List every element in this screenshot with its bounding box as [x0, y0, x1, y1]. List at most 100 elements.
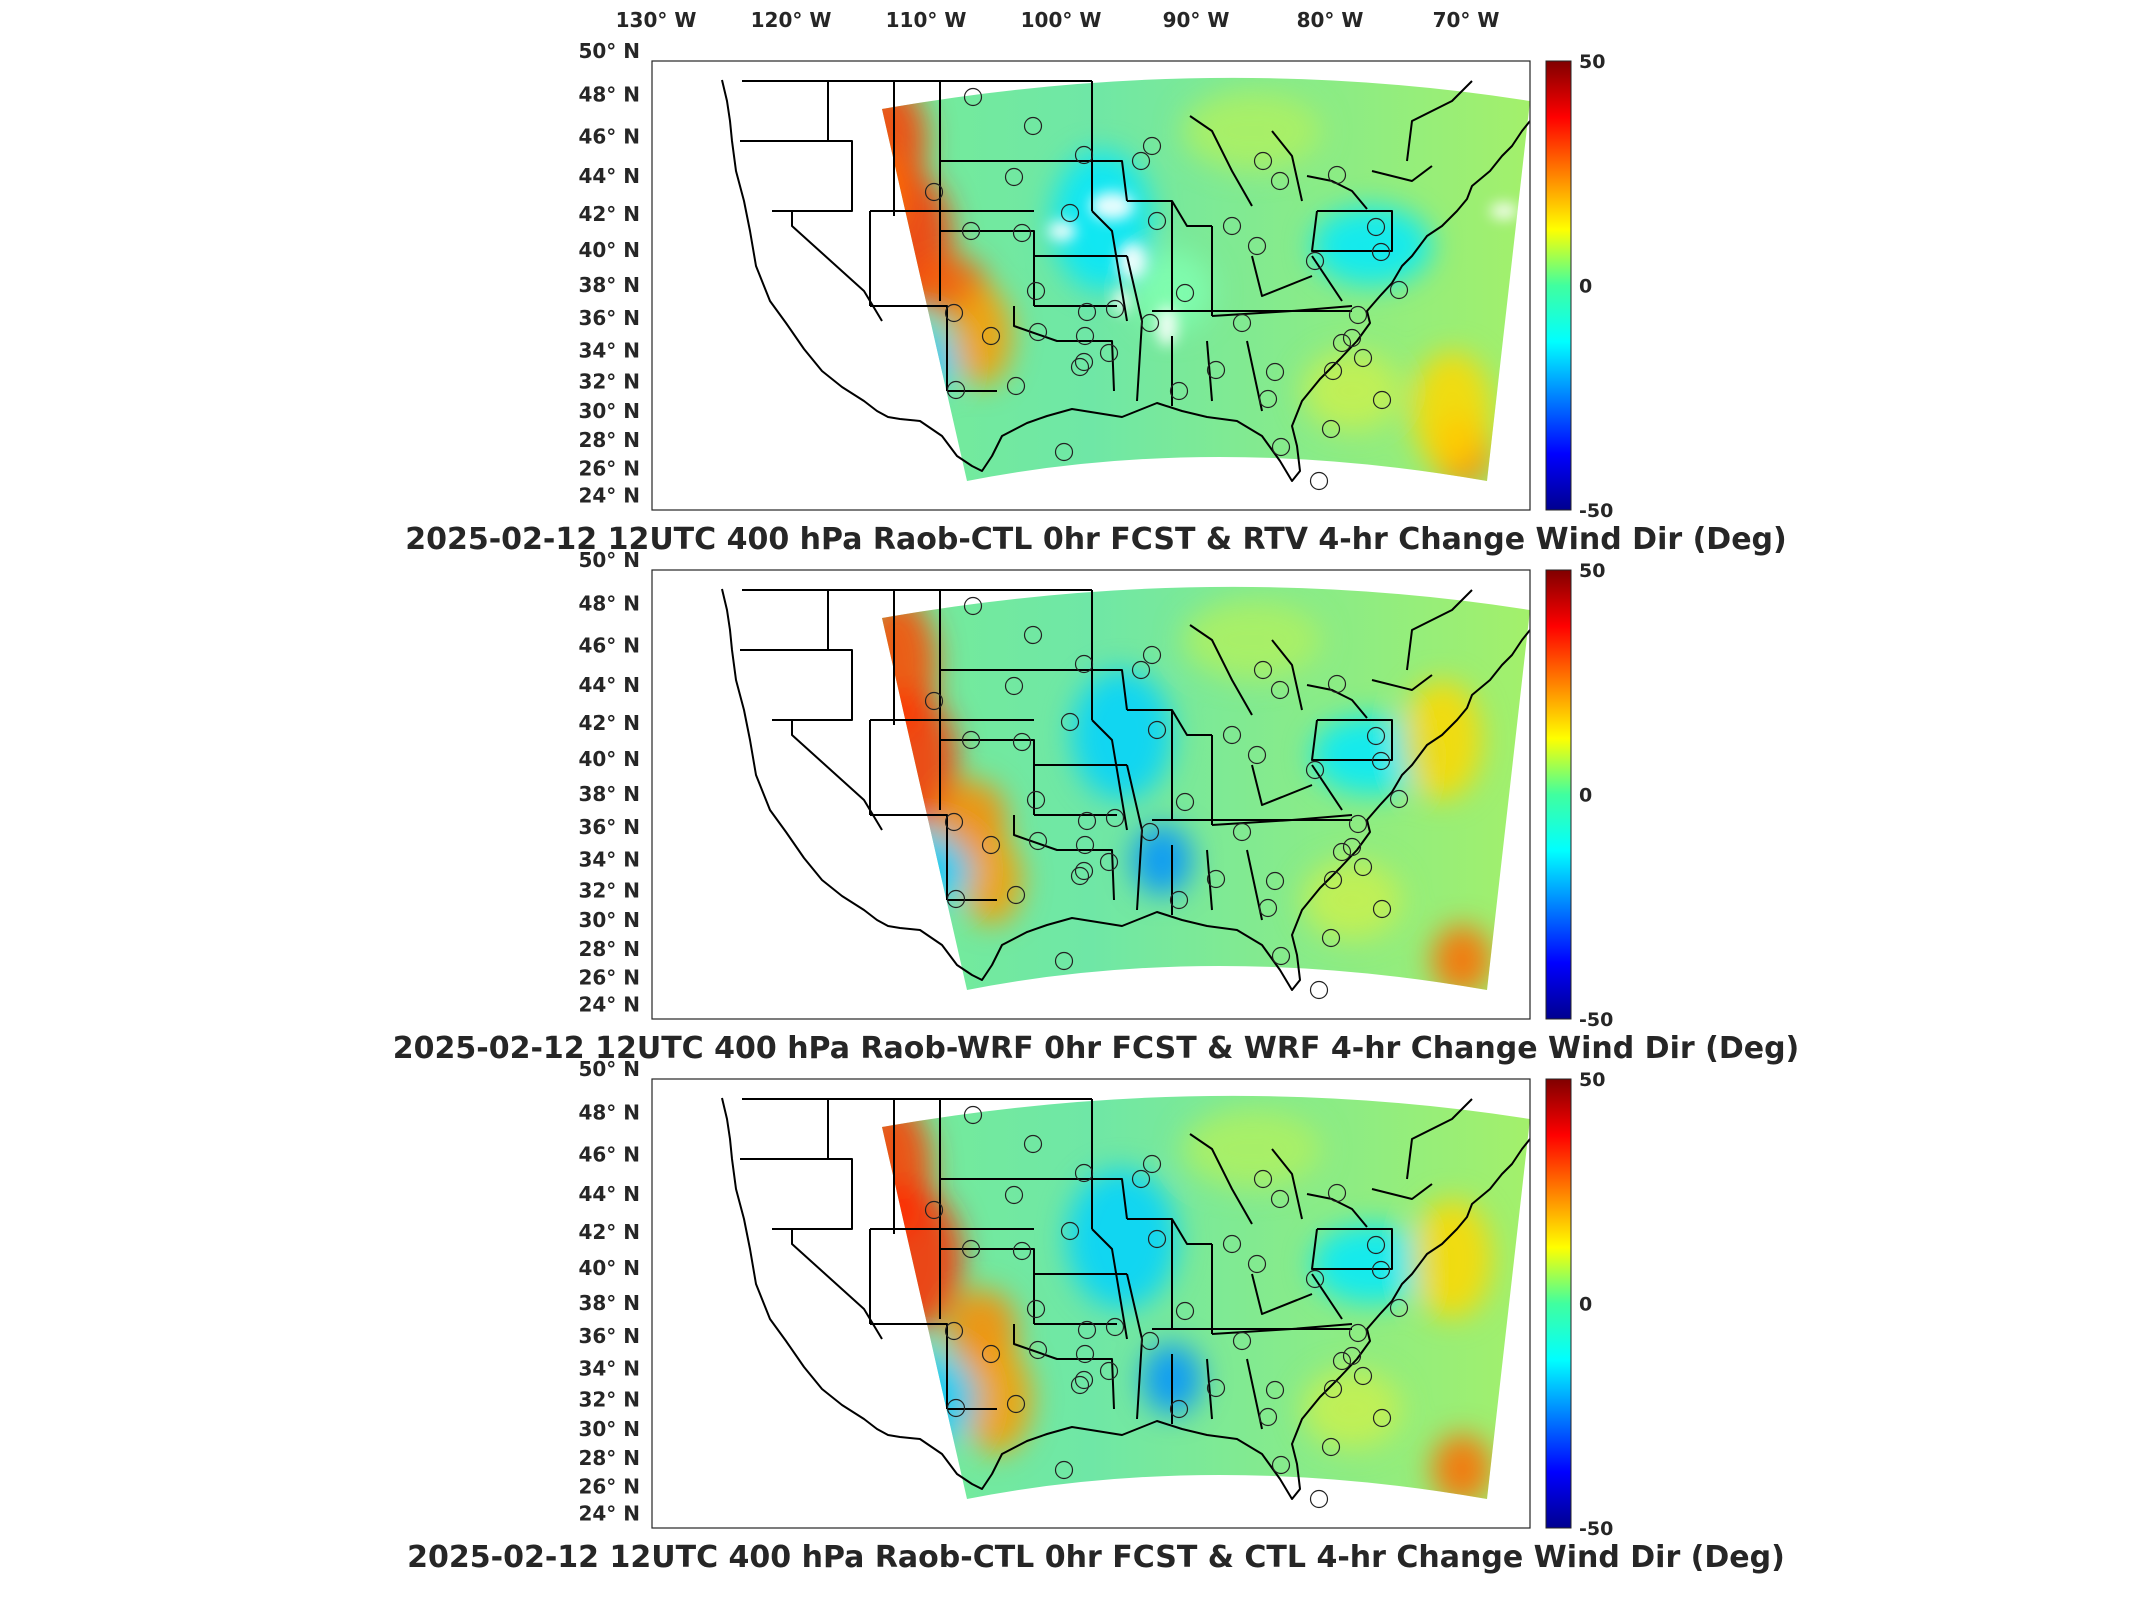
station-marker — [924, 182, 944, 202]
station-marker — [1321, 928, 1341, 948]
station-marker — [1265, 362, 1285, 382]
lat-tick-label: 26° N — [578, 965, 640, 989]
colorbar-max-label: 50 — [1579, 51, 1605, 73]
station-marker — [1271, 1455, 1291, 1475]
lat-tick-label: 40° N — [578, 1256, 640, 1280]
station-marker — [944, 303, 964, 323]
lat-tick-label: 48° N — [578, 83, 640, 107]
station-marker — [1028, 1340, 1048, 1360]
station-marker — [1077, 1320, 1097, 1340]
station-marker — [1366, 217, 1386, 237]
map-panel-3: 50° N 48° N 46° N 44° N 42° N 40° N 38° N 36° N… — [407, 1057, 1785, 1575]
station-marker — [1131, 1169, 1151, 1189]
colorbar: 50 0 -50 — [1545, 51, 1613, 522]
latitude-axis-labels: 50° N 48° N 46° N 44° N 42° N 40° N 38° N 36° N… — [578, 548, 640, 1017]
station-marker — [924, 691, 944, 711]
svg-text:48° N: 48° N — [578, 1101, 640, 1125]
svg-text:26° N: 26° N — [578, 456, 640, 480]
svg-text:28° N: 28° N — [578, 1446, 640, 1470]
lon-tick-label: 130° W — [616, 8, 697, 32]
station-marker — [1342, 328, 1362, 348]
panel-frame — [651, 569, 1531, 1020]
station-marker — [1309, 980, 1329, 1000]
lat-tick-label: 42° N — [578, 202, 640, 226]
station-marker — [1271, 437, 1291, 457]
svg-text:38° N: 38° N — [578, 273, 640, 297]
station-marker — [1366, 1235, 1386, 1255]
station-marker — [1305, 1269, 1325, 1289]
station-marker — [1142, 645, 1162, 665]
station-marker — [1099, 343, 1119, 363]
svg-text:34° N: 34° N — [578, 847, 640, 871]
station-marker — [1074, 861, 1094, 881]
station-marker — [1232, 822, 1252, 842]
svg-text:44° N: 44° N — [578, 1182, 640, 1206]
station-marker — [1012, 223, 1032, 243]
lat-tick-label: 28° N — [578, 428, 640, 452]
station-marker — [1323, 361, 1343, 381]
station-marker — [1206, 869, 1226, 889]
lat-tick-label: 36° N — [578, 1324, 640, 1348]
lat-tick-label: 48° N — [578, 1101, 640, 1125]
map-panel-2: 50° N 48° N 46° N 44° N 42° N 40° N 38° N 36° N… — [393, 548, 1800, 1066]
station-marker — [1028, 831, 1048, 851]
station-marker — [1105, 1317, 1125, 1337]
station-marker — [1305, 251, 1325, 271]
svg-text:46° N: 46° N — [578, 1142, 640, 1166]
svg-text:24° N: 24° N — [578, 1502, 640, 1526]
station-marker — [1222, 725, 1242, 745]
map-boundaries — [721, 588, 1530, 991]
station-marker — [1247, 236, 1267, 256]
lat-tick-label: 30° N — [578, 908, 640, 932]
station-marker — [1026, 281, 1046, 301]
svg-text:110° W: 110° W — [886, 8, 967, 32]
svg-text:32° N: 32° N — [578, 1387, 640, 1411]
station-marker — [1147, 211, 1167, 231]
station-marker — [1004, 676, 1024, 696]
station-marker — [1389, 789, 1409, 809]
station-marker — [1012, 732, 1032, 752]
svg-text:30° N: 30° N — [578, 908, 640, 932]
lat-tick-label: 42° N — [578, 711, 640, 735]
panel-title: 2025-02-12 12UTC 400 hPa Raob-CTL 0hr FC… — [405, 522, 1787, 557]
svg-text:34° N: 34° N — [578, 1356, 640, 1380]
station-marker — [1012, 1241, 1032, 1261]
colorbar-mid-label: 0 — [1579, 276, 1592, 298]
colorbar: 50 0 -50 — [1545, 1069, 1613, 1540]
station-marker — [1147, 1229, 1167, 1249]
station-markers — [924, 1105, 1409, 1509]
lon-tick-label: 80° W — [1297, 8, 1364, 32]
svg-text:24° N: 24° N — [578, 484, 640, 508]
svg-text:70° W: 70° W — [1433, 8, 1500, 32]
lat-tick-label: 34° N — [578, 1356, 640, 1380]
lat-tick-label: 32° N — [578, 1387, 640, 1411]
colorbar-mid-label: 0 — [1579, 785, 1592, 807]
station-marker — [1222, 216, 1242, 236]
lat-tick-label: 44° N — [578, 164, 640, 188]
svg-text:40° N: 40° N — [578, 747, 640, 771]
station-marker — [1006, 376, 1026, 396]
station-marker — [1060, 712, 1080, 732]
station-marker — [1028, 322, 1048, 342]
station-marker — [1372, 1408, 1392, 1428]
lat-tick-label: 38° N — [578, 782, 640, 806]
station-marker — [1327, 165, 1347, 185]
station-marker — [1265, 1380, 1285, 1400]
svg-text:42° N: 42° N — [578, 202, 640, 226]
panel-frame — [651, 60, 1531, 511]
svg-text:26° N: 26° N — [578, 1474, 640, 1498]
svg-text:46° N: 46° N — [578, 633, 640, 657]
lat-tick-label: 46° N — [578, 124, 640, 148]
station-marker — [1321, 419, 1341, 439]
station-marker — [944, 1321, 964, 1341]
station-marker — [1054, 1460, 1074, 1480]
station-marker — [1366, 726, 1386, 746]
lat-tick-label: 38° N — [578, 273, 640, 297]
station-marker — [1075, 1344, 1095, 1364]
lat-tick-label: 44° N — [578, 1182, 640, 1206]
lat-tick-label: 40° N — [578, 238, 640, 262]
station-marker — [1077, 302, 1097, 322]
station-marker — [1258, 1407, 1278, 1427]
station-marker — [1371, 751, 1391, 771]
svg-text:32° N: 32° N — [578, 878, 640, 902]
